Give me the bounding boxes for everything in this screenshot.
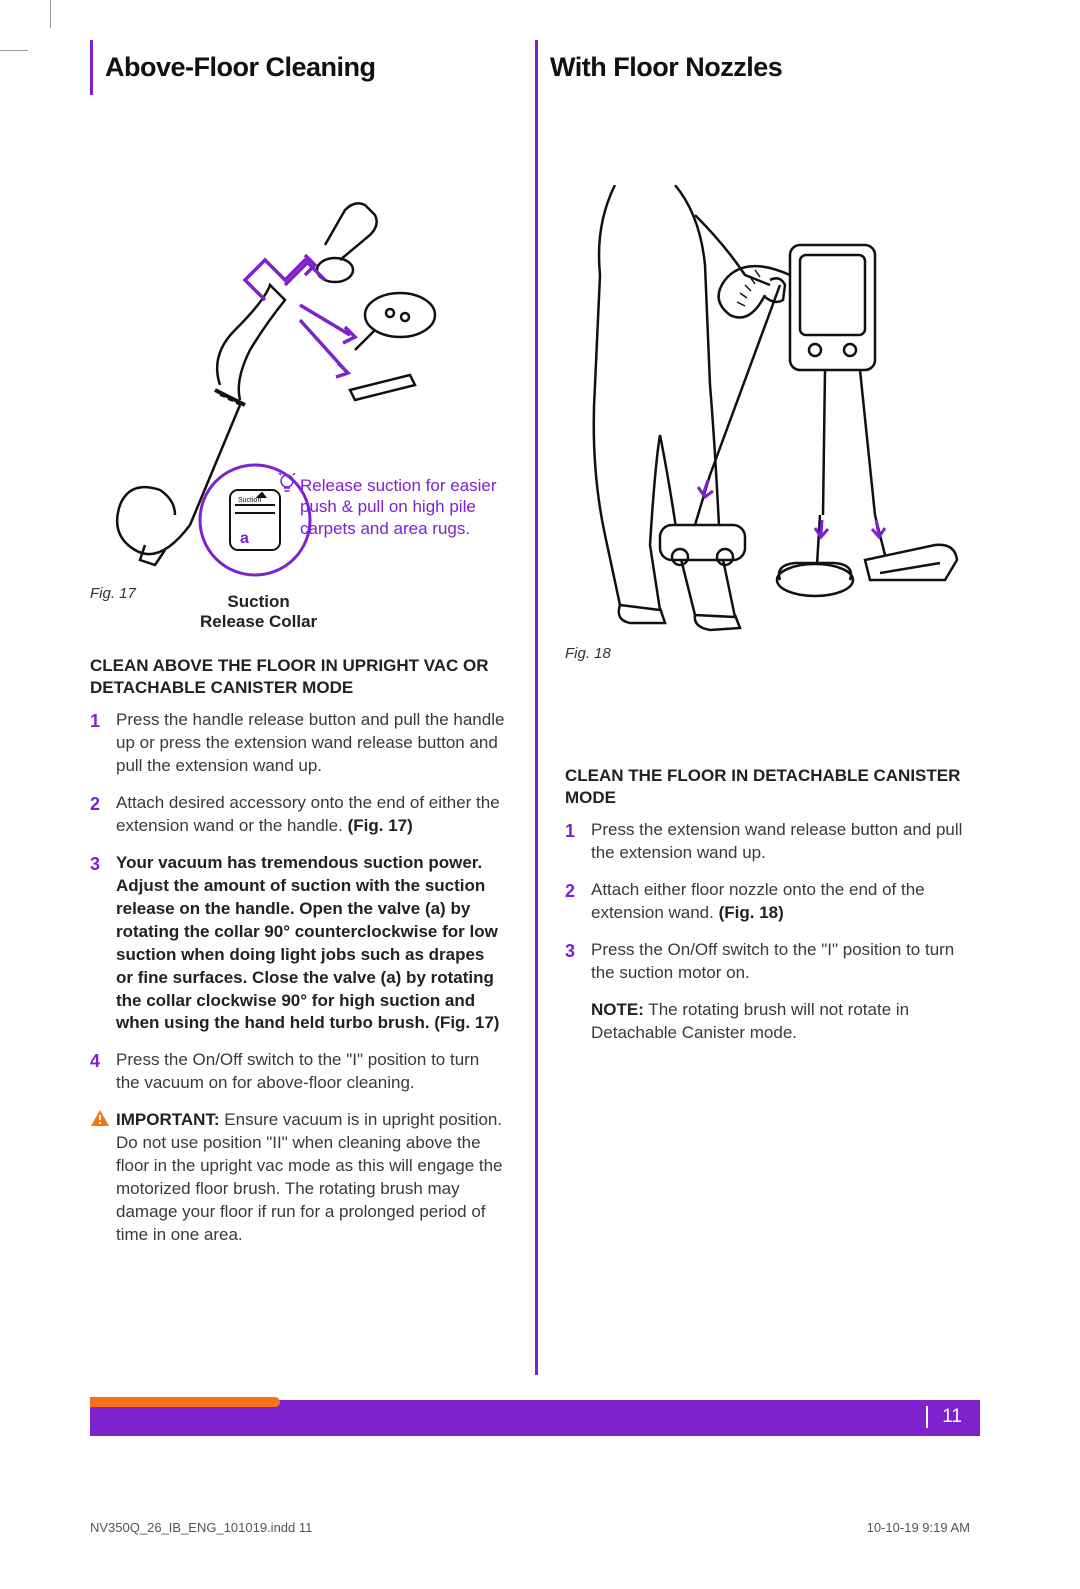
- step-number: 3: [90, 852, 116, 1036]
- step-number: 2: [90, 792, 116, 838]
- step-3: 3Your vacuum has tremendous suction powe…: [90, 852, 505, 1036]
- note-text: NOTE: The rotating brush will not rotate…: [591, 999, 980, 1045]
- slug-left: NV350Q_26_IB_ENG_101019.indd 11: [90, 1520, 312, 1535]
- figure-18-area: Fig. 18: [535, 105, 980, 665]
- person-vacuum-illustration: [565, 185, 965, 655]
- step-number: 4: [90, 1049, 116, 1095]
- lightbulb-icon: [278, 473, 296, 501]
- step-number: 1: [90, 709, 116, 778]
- step-text: Press the On/Off switch to the "I" posit…: [116, 1049, 505, 1095]
- left-column: Suction a Release suction for easier pus…: [90, 105, 535, 1247]
- step-text: Press the handle release button and pull…: [116, 709, 505, 778]
- page-number-value: 11: [942, 1406, 962, 1428]
- step-number: 2: [565, 879, 591, 925]
- step-text: Press the extension wand release button …: [591, 819, 980, 865]
- step-3: 3Press the On/Off switch to the "I" posi…: [565, 939, 980, 985]
- step-text: Attach either floor nozzle onto the end …: [591, 879, 980, 925]
- right-subheading: CLEAN THE FLOOR IN DETACHABLE CANISTER M…: [535, 765, 980, 809]
- left-steps: 1Press the handle release button and pul…: [90, 709, 535, 1095]
- heading-left-wrap: Above-Floor Cleaning: [90, 40, 535, 95]
- heading-accent-bar: [90, 40, 93, 95]
- step-text: Your vacuum has tremendous suction power…: [116, 852, 505, 1036]
- step-1: 1Press the extension wand release button…: [565, 819, 980, 865]
- important-note: IMPORTANT: Ensure vacuum is in upright p…: [90, 1109, 535, 1247]
- heading-right-wrap: With Floor Nozzles: [535, 40, 980, 95]
- tip-text: Release suction for easier push & pull o…: [300, 475, 500, 539]
- step-2: 2Attach desired accessory onto the end o…: [90, 792, 505, 838]
- suction-collar-label: SuctionRelease Collar: [200, 592, 317, 633]
- right-column: Fig. 18 CLEAN THE FLOOR IN DETACHABLE CA…: [535, 105, 980, 1247]
- step-1: 1Press the handle release button and pul…: [90, 709, 505, 778]
- step-4: 4Press the On/Off switch to the "I" posi…: [90, 1049, 505, 1095]
- slug-right: 10-10-19 9:19 AM: [867, 1520, 970, 1535]
- fig-18-caption: Fig. 18: [565, 645, 611, 662]
- page-number-divider: [926, 1406, 928, 1428]
- footer-orange-tab: [90, 1397, 280, 1407]
- page-number: 11: [926, 1406, 962, 1428]
- heading-left: Above-Floor Cleaning: [105, 52, 376, 83]
- step-text: Attach desired accessory onto the end of…: [116, 792, 505, 838]
- warning-icon: [90, 1109, 116, 1247]
- step-text: Press the On/Off switch to the "I" posit…: [591, 939, 980, 985]
- step-number: 3: [565, 939, 591, 985]
- important-text: IMPORTANT: Ensure vacuum is in upright p…: [116, 1109, 505, 1247]
- step-2: 2Attach either floor nozzle onto the end…: [565, 879, 980, 925]
- heading-right: With Floor Nozzles: [550, 52, 782, 83]
- right-steps: 1Press the extension wand release button…: [535, 819, 980, 1045]
- note-row: NOTE: The rotating brush will not rotate…: [565, 999, 980, 1045]
- step-number: 1: [565, 819, 591, 865]
- figure-17-area: Suction a Release suction for easier pus…: [90, 105, 535, 625]
- page-content: Above-Floor Cleaning With Floor Nozzles: [90, 40, 980, 1420]
- fig-17-caption: Fig. 17: [90, 585, 136, 602]
- svg-text:Suction: Suction: [238, 497, 261, 504]
- tip-content: Release suction for easier push & pull o…: [300, 476, 497, 538]
- left-subheading: CLEAN ABOVE THE FLOOR IN UPRIGHT VAC OR …: [90, 655, 535, 699]
- svg-text:a: a: [240, 530, 249, 547]
